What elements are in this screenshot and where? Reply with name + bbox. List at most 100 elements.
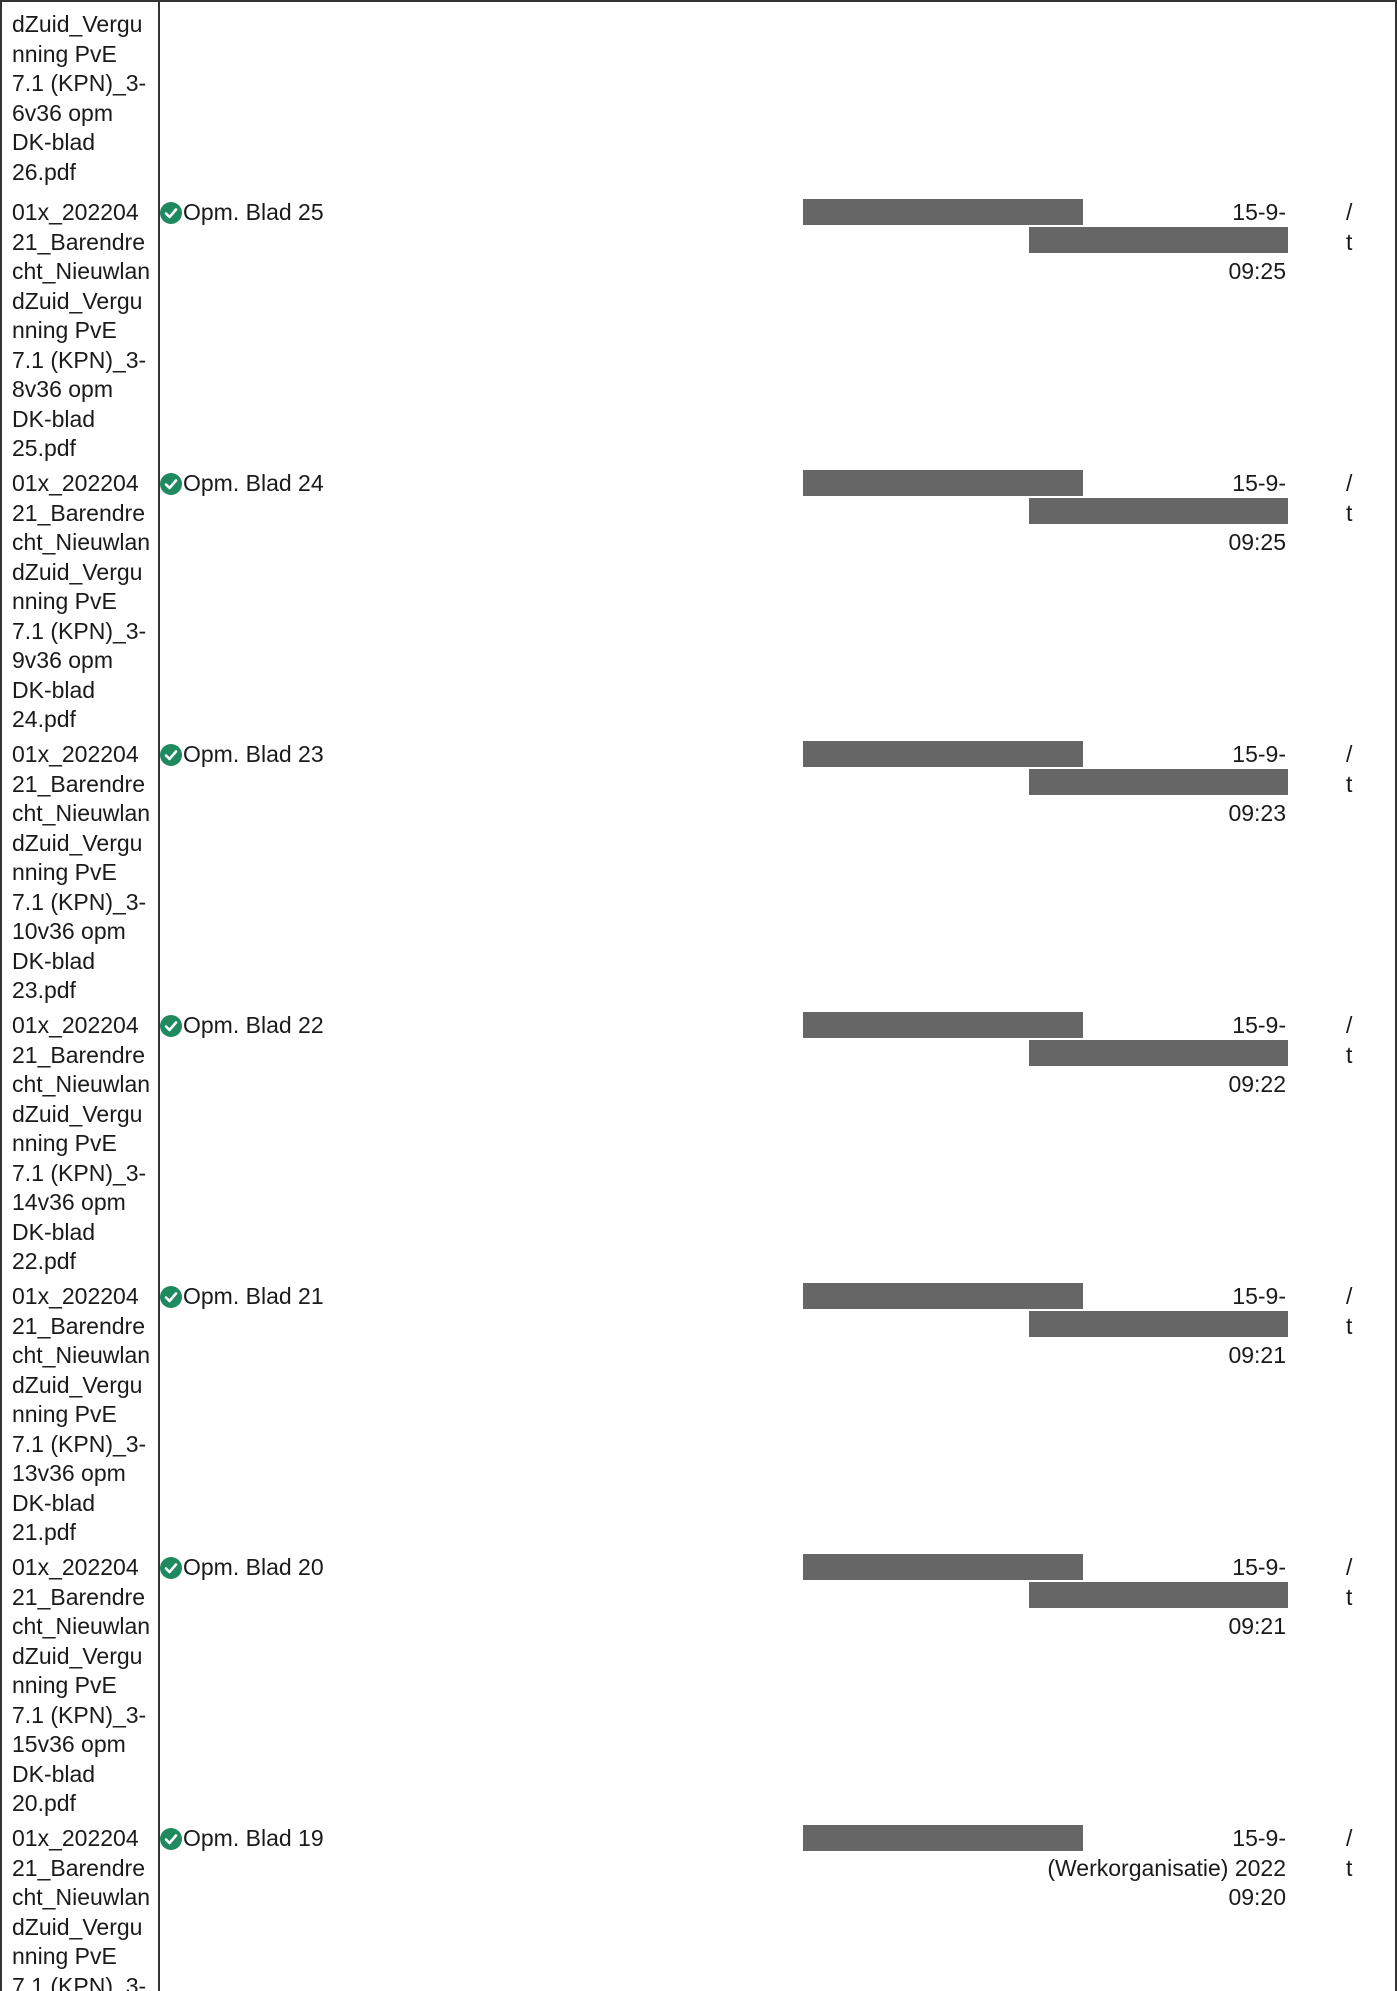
filename-line: 7.1 (KPN)_3- [12,888,147,915]
filename-line: cht_Nieuwlan [12,800,151,826]
clipped-text: t [1346,1312,1353,1339]
message-subject[interactable]: Opm. Blad 21 [160,1282,324,1311]
redaction-bar [1029,227,1288,253]
filename-line: dZuid_Vergu [12,287,143,314]
filename-line: nning PvE [12,1672,117,1698]
filename-line: nning PvE [12,1943,117,1969]
message-subject[interactable]: Opm. Blad 24 [160,469,324,498]
date-line: 15-9- [1232,741,1286,767]
date-line: 09:23 [1228,800,1286,826]
message-subject[interactable]: Opm. Blad 19 [160,1824,324,1853]
date-line: 09:21 [1228,1342,1286,1368]
filename-line: 9v36 opm [12,647,114,673]
filename-line: nning PvE [12,40,117,67]
redaction-bar [803,1825,1083,1851]
clipped-text: t [1346,1583,1353,1610]
redaction-bar [1029,1040,1288,1066]
clipped-text: / [1346,1825,1353,1851]
subject-label: Opm. Blad 20 [183,1554,324,1580]
redaction-bar [1029,498,1288,524]
filename-line: 13v36 opm [12,1460,126,1486]
filename-line: DK-blad [12,405,96,432]
check-circle-icon [160,472,182,495]
clipped-text: / [1346,199,1353,225]
filename-line: 23.pdf [12,977,76,1003]
filename-column [0,2,160,1991]
clipped-text: / [1346,1283,1353,1309]
clipped-text: t [1346,228,1353,255]
filename-line: 21_Barendre [12,1583,145,1610]
filename-line: 10v36 opm [12,918,126,944]
subject-label: Opm. Blad 24 [183,470,324,496]
filename-line: 7.1 (KPN)_3- [12,617,147,644]
filename-line: DK-blad [12,1489,96,1516]
filename-line: 01x_202204 [12,1283,139,1309]
redaction-bar [1029,1311,1288,1337]
filename-line: cht_Nieuwlan [12,1884,151,1910]
date-line: 15-9- [1232,1554,1286,1580]
redaction-bar [1029,769,1288,795]
date-line: 09:25 [1228,529,1286,555]
clipped-text: t [1346,1041,1353,1068]
filename-line: dZuid_Vergu [12,11,143,37]
message-subject[interactable]: Opm. Blad 23 [160,740,324,769]
filename-line: nning PvE [12,588,117,614]
redaction-bar [803,470,1083,496]
check-circle-icon [160,201,182,224]
filename-line: DK-blad [12,947,96,974]
clipped-text: t [1346,770,1353,797]
filename-line: 22.pdf [12,1248,76,1274]
message-subject[interactable]: Opm. Blad 25 [160,198,324,227]
filename-line: DK-blad [12,129,96,155]
subject-label: Opm. Blad 22 [183,1012,324,1038]
redaction-bar [803,1554,1083,1580]
filename-line: 7.1 (KPN)_3- [12,346,147,373]
redaction-bar [803,741,1083,767]
date-line: 09:25 [1228,258,1286,284]
clipped-text: t [1346,499,1353,526]
filename-line: 25.pdf [12,435,76,461]
subject-label: Opm. Blad 23 [183,741,324,767]
message-subject[interactable]: Opm. Blad 22 [160,1011,324,1040]
date-line: 15-9- [1232,1283,1286,1309]
filename-line: 01x_202204 [12,1012,139,1038]
filename-line: cht_Nieuwlan [12,529,151,555]
filename-line: dZuid_Vergu [12,1913,143,1940]
filename-line: 01x_202204 [12,1825,139,1851]
filename-line: 21.pdf [12,1519,76,1545]
filename-line: 01x_202204 [12,1554,139,1580]
filename-line: 01x_202204 [12,199,139,225]
redaction-bar [803,1012,1083,1038]
filename-line: 24.pdf [12,706,76,732]
filename-line: 21_Barendre [12,1041,145,1068]
redaction-bar [803,1283,1083,1309]
filename-line: nning PvE [12,859,117,885]
clipped-text: / [1346,470,1353,496]
message-subject[interactable]: Opm. Blad 20 [160,1553,324,1582]
date-line: 09:20 [1228,1884,1286,1910]
filename-line: DK-blad [12,676,96,703]
filename-line: 14v36 opm [12,1189,126,1215]
filename-line: 7.1 (KPN)_3- [12,1701,147,1728]
check-circle-icon [160,1556,182,1579]
filename-line: 01x_202204 [12,741,139,767]
filename-line: 26.pdf [12,158,76,185]
filename-line: DK-blad [12,1760,96,1787]
filename-line: 21_Barendre [12,1854,145,1881]
date-line: 15-9- [1232,470,1286,496]
filename-line: cht_Nieuwlan [12,258,151,284]
date-line: 15-9- [1232,199,1286,225]
date-line: 15-9- [1232,1825,1286,1851]
filename-line: 8v36 opm [12,376,114,402]
clipped-text: / [1346,1554,1353,1580]
filename-line: 15v36 opm [12,1731,126,1757]
clipped-text: t [1346,1854,1353,1881]
filename-line: 20.pdf [12,1790,76,1816]
clipped-text: / [1346,1012,1353,1038]
date-line: 15-9- [1232,1012,1286,1038]
check-circle-icon [160,1285,182,1308]
filename-line: dZuid_Vergu [12,1371,143,1398]
filename-line: 21_Barendre [12,499,145,526]
filename-line: dZuid_Vergu [12,1100,143,1127]
filename-line: DK-blad [12,1218,96,1245]
